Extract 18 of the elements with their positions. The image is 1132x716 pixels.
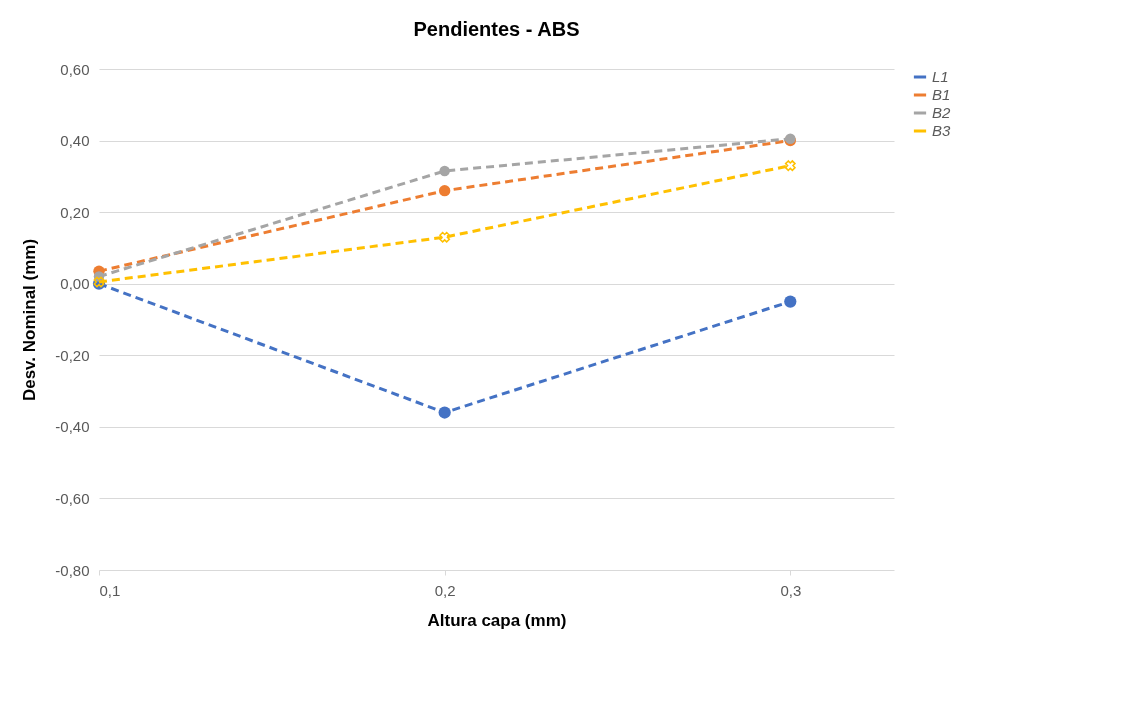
x-tick-label: 0,2 (434, 581, 456, 599)
y-tick-label: -0,20 (55, 346, 90, 364)
legend-label: B2 (932, 104, 951, 121)
y-tick-label: 0,00 (60, 275, 90, 293)
chart-title: Pendientes - ABS (413, 18, 580, 40)
legend-label: B1 (932, 86, 951, 103)
y-tick-label: 0,60 (60, 60, 90, 78)
y-tick-label: -0,60 (55, 489, 90, 507)
y-tick-label: -0,80 (55, 561, 90, 579)
x-tick-label: 0,1 (99, 581, 121, 599)
y-tick-label: -0,40 (55, 418, 90, 436)
x-tick-label: 0,3 (780, 581, 802, 599)
y-tick-label: 0,40 (60, 132, 90, 150)
legend-label: B3 (932, 122, 951, 139)
legend-label: L1 (932, 68, 949, 85)
x-axis-title: Altura capa (mm) (427, 610, 567, 630)
y-axis-title: Desv. Nominal (mm) (20, 238, 40, 402)
y-tick-label: 0,20 (60, 203, 90, 221)
